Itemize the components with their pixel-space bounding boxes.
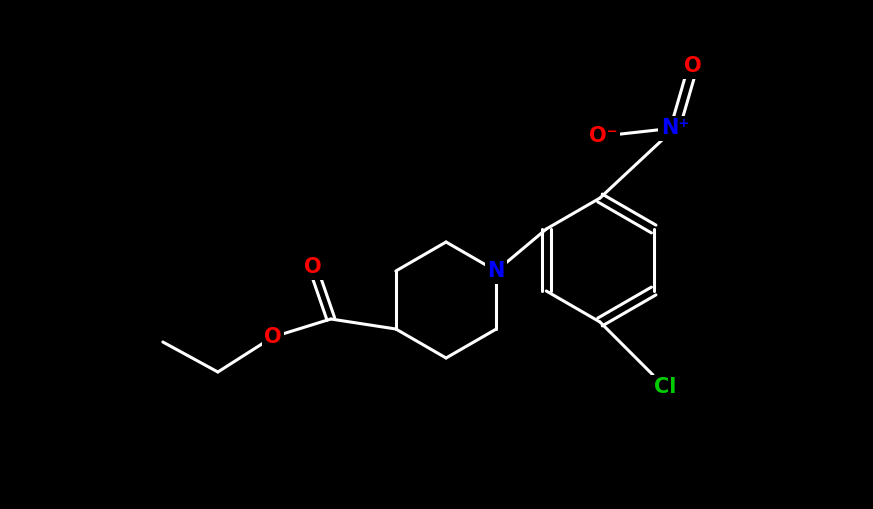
Text: N: N	[488, 261, 505, 281]
Text: O: O	[304, 257, 321, 277]
Text: N⁺: N⁺	[661, 118, 689, 138]
Text: Cl: Cl	[654, 377, 677, 397]
Text: O⁻: O⁻	[588, 126, 617, 146]
Text: O: O	[684, 56, 702, 76]
Text: O: O	[264, 327, 282, 347]
